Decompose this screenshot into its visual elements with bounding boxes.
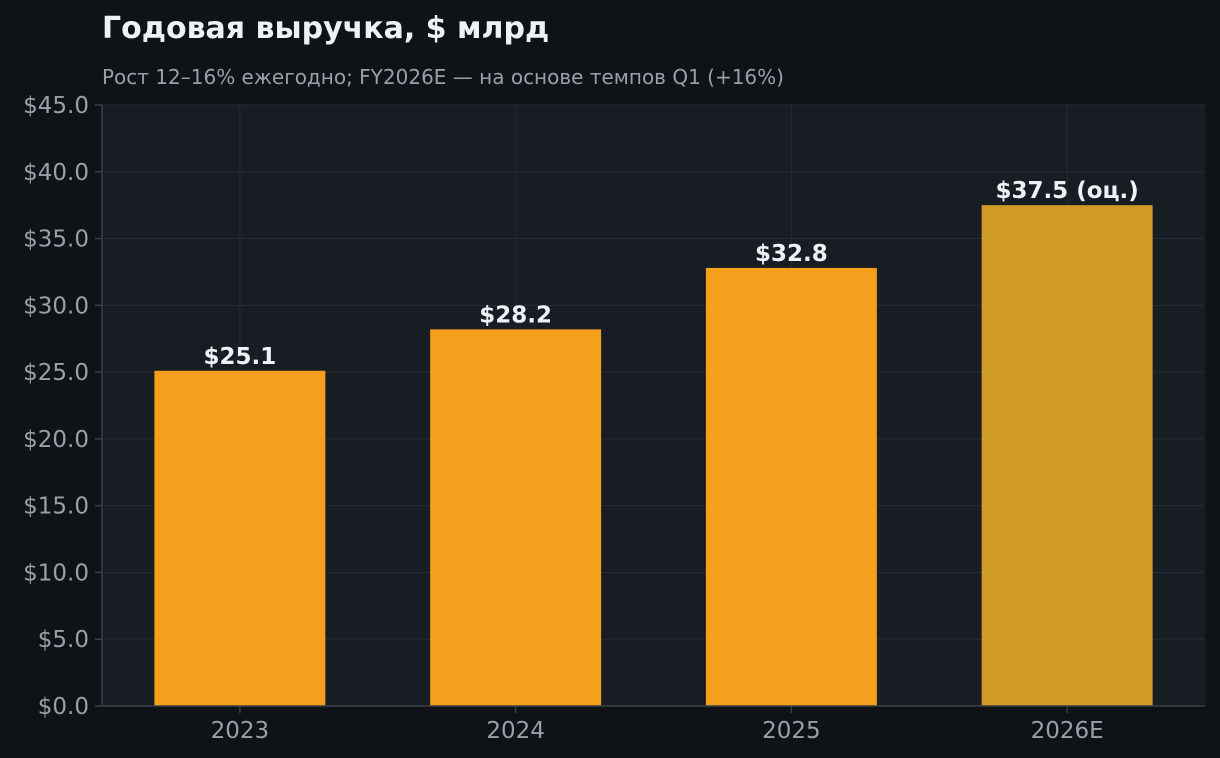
y-tick-label: $15.0 xyxy=(23,494,89,520)
axes: $0.0 $5.0 $10.0 $15.0 $20.0 $25.0 $30.0 $35.0 $4… xyxy=(23,93,1205,744)
bar-value-label: $28.2 xyxy=(479,302,552,328)
y-tick-label: $20.0 xyxy=(23,427,89,453)
bar-2023 xyxy=(154,370,326,706)
y-tick-label: $30.0 xyxy=(23,293,89,319)
x-tick-label: 2025 xyxy=(762,718,821,744)
x-tick-label: 2023 xyxy=(211,718,270,744)
x-tick-label: 2024 xyxy=(486,718,545,744)
bar-value-label: $32.8 xyxy=(755,241,828,267)
y-tick-label: $45.0 xyxy=(23,93,89,119)
chart-subtitle: Рост 12–16% ежегодно; FY2026E — на основ… xyxy=(102,65,784,89)
bar-2025 xyxy=(705,267,877,706)
value-labels: $25.1 $28.2 $32.8 $37.5 (оц.) xyxy=(203,178,1138,370)
bars xyxy=(154,205,1153,706)
y-tick-label: $25.0 xyxy=(23,360,89,386)
bar-value-label: $37.5 (оц.) xyxy=(995,178,1138,204)
y-tick-label: $10.0 xyxy=(23,560,89,586)
y-tick-label: $35.0 xyxy=(23,227,89,253)
bar-2024 xyxy=(430,329,602,706)
y-tick-label: $0.0 xyxy=(38,694,89,720)
bar-2026E xyxy=(981,205,1153,706)
x-tick-label: 2026E xyxy=(1031,718,1104,744)
y-tick-label: $5.0 xyxy=(38,627,89,653)
chart-title: Годовая выручка, $ млрд xyxy=(102,11,549,46)
y-tick-label: $40.0 xyxy=(23,160,89,186)
bar-value-label: $25.1 xyxy=(203,344,276,370)
